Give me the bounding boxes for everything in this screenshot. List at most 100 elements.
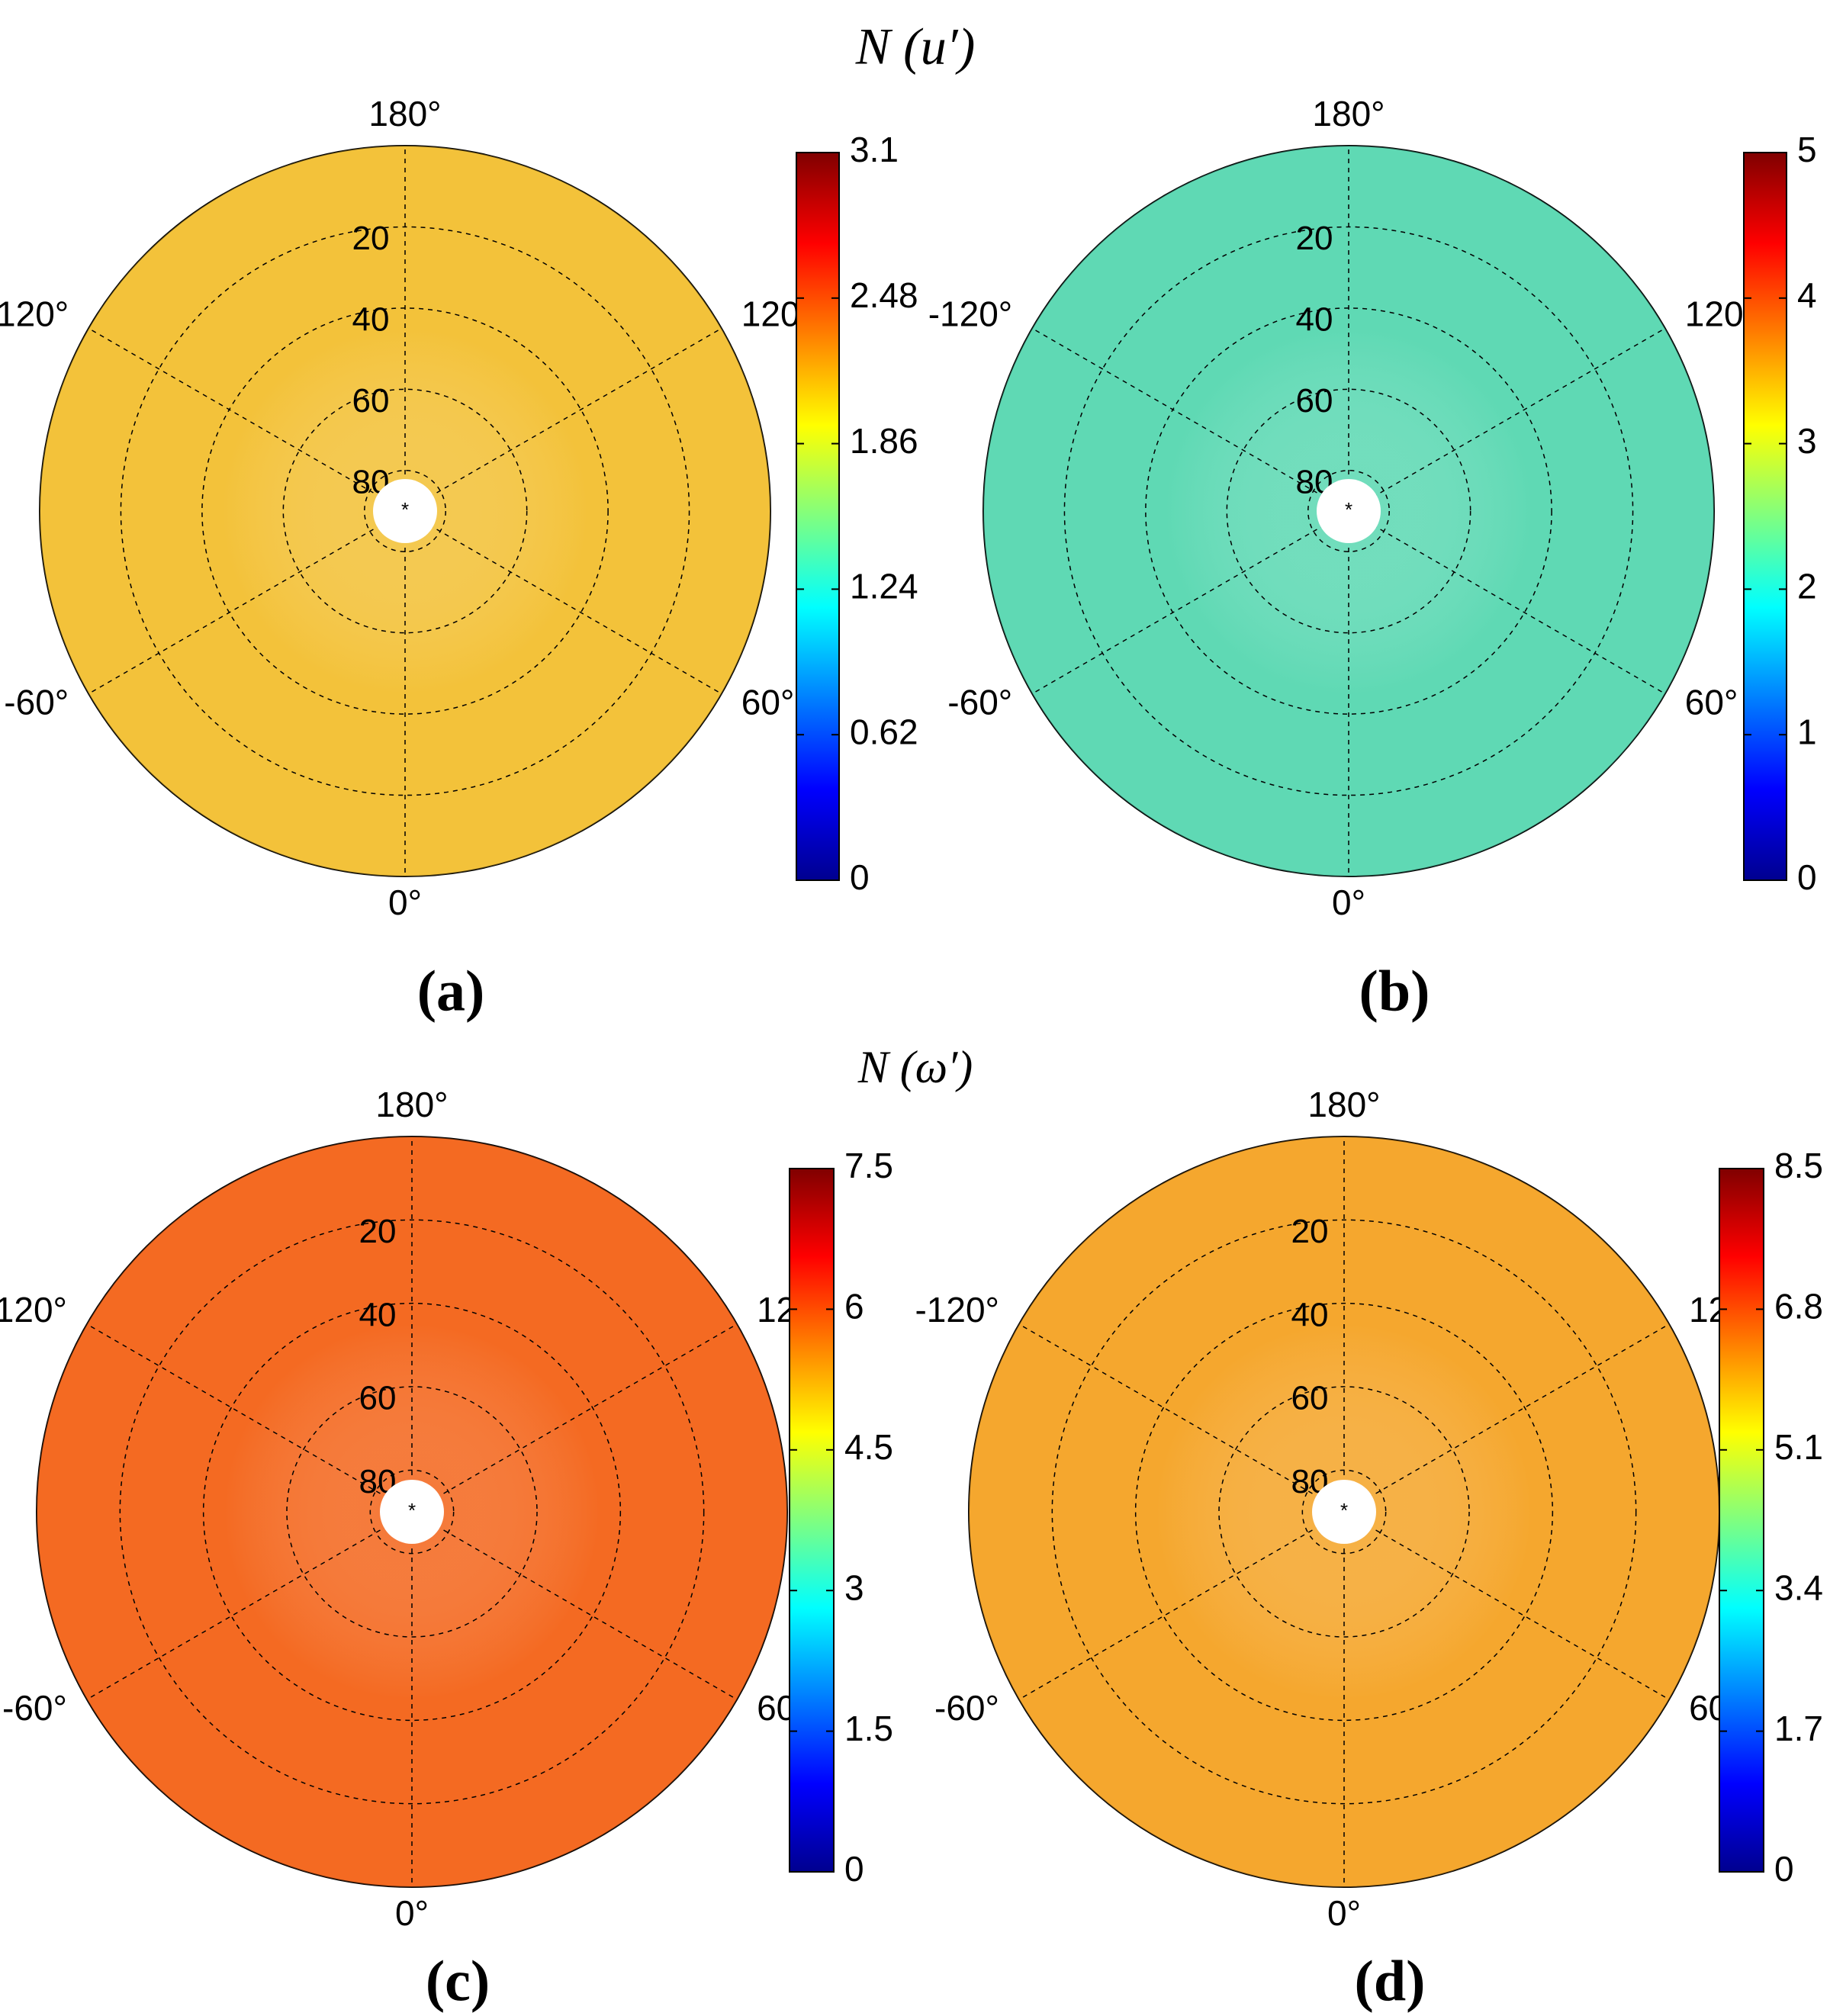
longitude-label: 180° [368,94,441,133]
panel-label: (b) [1359,959,1430,1023]
panel-label: (c) [426,1949,490,2013]
colorbar-label: 8.5 [1774,1146,1823,1185]
latitude-label: 40 [352,301,390,339]
longitude-label: 60° [741,683,795,722]
meridian [411,1511,738,1700]
meridian [411,1323,738,1513]
colorbar-label: 2.48 [850,275,918,315]
colorbar [1743,152,1787,881]
colorbar-label: 5 [1797,130,1817,169]
latitude-label: 60 [359,1380,397,1417]
latitude-label: 40 [1296,301,1333,339]
pole-hole [373,479,437,543]
latitude-label: 20 [1296,220,1333,257]
longitude-label: 0° [395,1893,429,1933]
latitude-label: 40 [1291,1296,1329,1333]
colorbar [796,152,840,881]
latitude-circle [119,1219,705,1805]
longitude-label: -120° [928,294,1012,334]
latitude-circle [369,1469,455,1555]
latitude-circle [202,1302,622,1722]
colorbar-label: 1.7 [1774,1709,1823,1748]
panel: 20406080180°-120°120°-60°60°0°*01.534.56… [0,1042,973,2014]
longitude-label: 0° [1327,1893,1361,1933]
meridian [86,1511,413,1700]
meridian [404,510,722,695]
meridian [1018,1511,1345,1700]
pole-marker: * [408,1499,416,1522]
pole-marker: * [1345,498,1352,521]
longitude-label: -60° [947,683,1012,722]
colorbar-label: 2 [1797,567,1817,606]
meridian [88,327,406,512]
colorbar-label: 1.86 [850,421,918,461]
pole-hole [1312,1480,1376,1544]
colorbar-label: 3.4 [1774,1567,1823,1607]
colorbar-label: 4 [1797,275,1817,315]
colorbar-label: 3.1 [850,130,899,169]
panel-label: (d) [1355,1949,1426,2013]
longitude-label: 180° [1312,94,1385,133]
longitude-label: 0° [388,883,422,922]
latitude-label: 20 [1291,1213,1329,1250]
meridian [1343,1323,1670,1513]
meridian [1348,327,1666,512]
colorbar-label: 4.5 [844,1427,893,1467]
latitude-label: 20 [359,1213,397,1250]
meridian [86,1323,413,1513]
latitude-circle [1134,1302,1554,1722]
latitude-circle [1301,1469,1387,1555]
colorbar-label: 0 [1774,1849,1794,1889]
colorbar-label: 1.5 [844,1709,893,1748]
meridian [1031,327,1349,512]
colorbar-label: 6 [844,1287,864,1326]
latitude-circle [282,388,528,634]
latitude-circle [1226,388,1471,634]
colorbar-label: 0 [1797,857,1817,897]
colorbar-label: 7.5 [844,1146,893,1185]
longitude-label: -60° [4,683,69,722]
colorbar-label: 1 [1797,712,1817,751]
panel: 20406080180°-120°120°-60°60°0°*00.621.24… [0,18,975,1024]
colorbar-label: 0 [844,1849,864,1889]
longitude-label: 60° [1685,683,1738,722]
meridian [1018,1323,1345,1513]
meridian [1031,510,1349,695]
longitude-label: -120° [0,294,69,334]
pole-hole [380,1480,444,1544]
meridian [1343,1511,1670,1700]
meridian [404,327,722,512]
longitude-label: 0° [1332,883,1365,922]
latitude-label: 60 [1291,1380,1329,1417]
latitude-label: 20 [352,220,390,257]
colorbar-label: 5.1 [1774,1427,1823,1467]
latitude-label: 60 [352,382,390,420]
longitude-label: -120° [915,1290,999,1330]
colorbar [789,1168,835,1873]
colorbar-label: 6.8 [1774,1287,1823,1326]
colorbar [1719,1168,1764,1873]
longitude-label: -60° [2,1688,67,1728]
section-title: N (u′) [855,18,976,76]
colorbar-label: 1.24 [850,567,918,606]
pole-marker: * [401,498,409,521]
longitude-label: 180° [1307,1085,1380,1124]
latitude-circle [1051,1219,1637,1805]
pole-hole [1317,479,1381,543]
pole-marker: * [1340,1499,1348,1522]
longitude-label: 180° [375,1085,448,1124]
colorbar-label: 3 [1797,421,1817,461]
panel: 20406080180°-120°120°-60°60°0°*01.73.45.… [915,1085,1822,2013]
latitude-label: 40 [359,1296,397,1333]
colorbar-label: 0 [850,857,870,897]
meridian [88,510,406,695]
longitude-label: -60° [934,1688,999,1728]
section-title: N (ω′) [857,1042,973,1092]
longitude-label: -120° [0,1290,67,1330]
meridian [1348,510,1666,695]
latitude-label: 60 [1296,382,1333,420]
latitude-circle [286,1386,538,1638]
latitude-circle [1218,1386,1470,1638]
